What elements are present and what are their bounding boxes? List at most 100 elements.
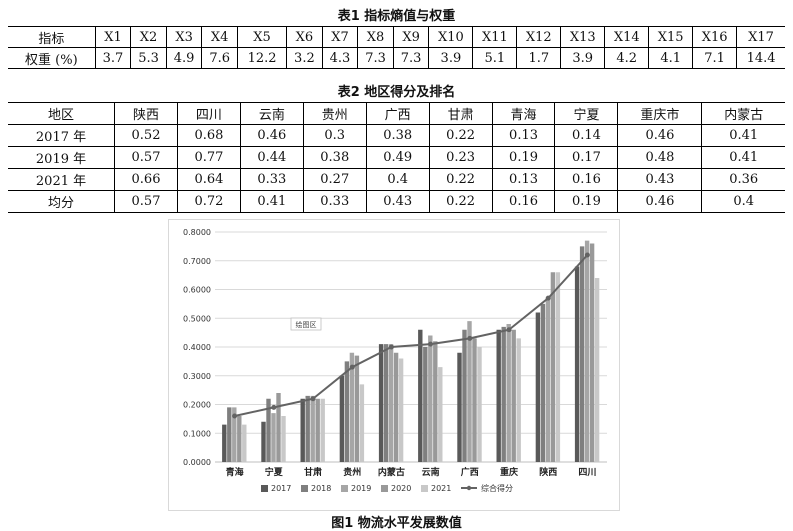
bar-2019 (271, 413, 276, 462)
table-cell: 2017 年 (8, 124, 116, 147)
table-row: 2019 年 0.57 0.77 0.44 0.38 0.49 0.23 0.19 0.17 0.… (8, 146, 785, 169)
bar-2018 (462, 329, 467, 462)
x-category-label: 贵州 (343, 466, 361, 478)
composite-score-point (545, 295, 551, 301)
composite-score-point (584, 252, 590, 258)
bar-2019 (428, 335, 433, 462)
table-header-cell: 四川 (177, 102, 241, 125)
table-cell: 0.19 (554, 190, 619, 213)
table-cell: 均分 (8, 190, 116, 213)
bar-2021 (359, 384, 365, 462)
table-header-cell: 贵州 (303, 102, 367, 125)
table-cell: 4.3 (322, 47, 359, 69)
table-cell: 0.57 (114, 190, 178, 213)
legend-swatch (341, 485, 348, 492)
bar-2021 (320, 398, 325, 462)
table-cell: 4.1 (648, 47, 694, 69)
table-cell: 0.52 (114, 124, 178, 147)
table-cell: 0.49 (366, 146, 430, 169)
table-header-cell: X5 (237, 26, 288, 48)
table-header-cell: X14 (604, 26, 650, 48)
table-cell: 0.16 (492, 190, 556, 213)
bar-2018 (423, 347, 428, 462)
table-cell: 0.3 (303, 124, 367, 147)
region-scores-table: 地区 陕西 四川 云南 贵州 广西 甘肃 青海 宁夏 重庆市 内蒙古 2017 年 0.52 0.68 0.… (8, 102, 785, 213)
bar-2020 (276, 393, 281, 462)
bar-2021 (398, 358, 404, 462)
table-header-cell: 重庆市 (617, 102, 703, 125)
table-cell: 0.44 (240, 146, 304, 169)
x-category-label: 宁夏 (265, 466, 284, 478)
table-cell: 0.41 (240, 190, 304, 213)
table-header-cell: X17 (736, 26, 785, 48)
table-cell: 0.19 (492, 146, 556, 169)
table-cell: 1.7 (516, 47, 562, 69)
table-header-cell: 宁夏 (554, 102, 619, 125)
bar-2017 (418, 329, 423, 462)
bar-2021 (438, 367, 443, 462)
chart-frame: 0.0000 0.1000 0.2000 0.3000 0.4000 0.5000 0.60… (168, 219, 620, 511)
table-header-cell: X2 (130, 26, 167, 48)
table-cell: 0.16 (554, 168, 619, 191)
table-cell: 2021 年 (8, 168, 116, 191)
bar-2019 (506, 324, 511, 462)
bar-2019 (467, 321, 472, 462)
table-cell: 0.33 (240, 168, 304, 191)
x-category-label: 云南 (422, 466, 440, 478)
legend-label: 2017 (271, 484, 291, 493)
bar-2020 (354, 355, 360, 462)
y-tick-label: 0.7000 (183, 257, 211, 266)
table-header-cell: 指标 (8, 26, 96, 48)
table-cell: 0.38 (303, 146, 367, 169)
table-cell: 0.41 (701, 146, 785, 169)
table-header-cell: 青海 (492, 102, 556, 125)
figure-caption: 图1 物流水平发展数值 (331, 516, 462, 531)
bar-2017 (496, 329, 501, 462)
bar-2018 (305, 395, 310, 462)
table-cell: 0.48 (617, 146, 703, 169)
table-cell: 0.33 (303, 190, 367, 213)
bar-2021 (516, 338, 521, 462)
table-cell: 3.7 (95, 47, 132, 69)
x-category-label: 青海 (226, 466, 244, 478)
bar-2019 (388, 344, 394, 462)
table-cell: 0.46 (240, 124, 304, 147)
table-header-cell: 广西 (366, 102, 430, 125)
table-header-cell: X11 (472, 26, 518, 48)
table-cell: 0.17 (554, 146, 619, 169)
bar-2017 (300, 398, 305, 462)
table-header-cell: X13 (560, 26, 606, 48)
table-cell: 0.36 (701, 168, 785, 191)
y-tick-label: 0.2000 (183, 401, 211, 410)
table-cell: 0.13 (492, 168, 556, 191)
bar-2017 (261, 421, 266, 462)
bar-2021 (594, 278, 600, 462)
plot-area-label: 绘图区 (296, 320, 317, 329)
table-cell: 7.1 (692, 47, 738, 69)
weights-table-row: 权重 (%) 3.7 5.3 4.9 7.6 12.2 3.2 4.3 7.3 7.3 3.9 5.1… (8, 47, 785, 69)
bar-2019 (310, 395, 315, 462)
table-cell: 7.6 (201, 47, 238, 69)
table-header-cell: X15 (648, 26, 694, 48)
table-header-cell: X4 (201, 26, 238, 48)
table-cell: 2019 年 (8, 146, 116, 169)
table-cell: 0.4 (733, 194, 755, 209)
bar-2019 (349, 352, 355, 462)
table-header-cell: 内蒙古 (701, 102, 785, 125)
composite-score-point (388, 344, 394, 350)
legend-swatch (381, 485, 388, 492)
composite-score-point (349, 364, 355, 370)
composite-score-line (234, 254, 589, 417)
bar-2017 (535, 312, 541, 462)
table-cell: 3.9 (560, 47, 606, 69)
composite-score-point (271, 404, 277, 410)
table-cell: 7.3 (357, 47, 394, 69)
table-cell: 4.2 (604, 47, 650, 69)
x-category-label: 广西 (461, 466, 479, 478)
bar-2018 (266, 398, 271, 462)
bar-2019 (232, 407, 237, 462)
table-cell: 5.3 (130, 47, 167, 69)
table-cell: 0.68 (177, 124, 241, 147)
x-category-label: 甘肃 (304, 466, 322, 478)
table-cell: 0.43 (366, 190, 430, 213)
